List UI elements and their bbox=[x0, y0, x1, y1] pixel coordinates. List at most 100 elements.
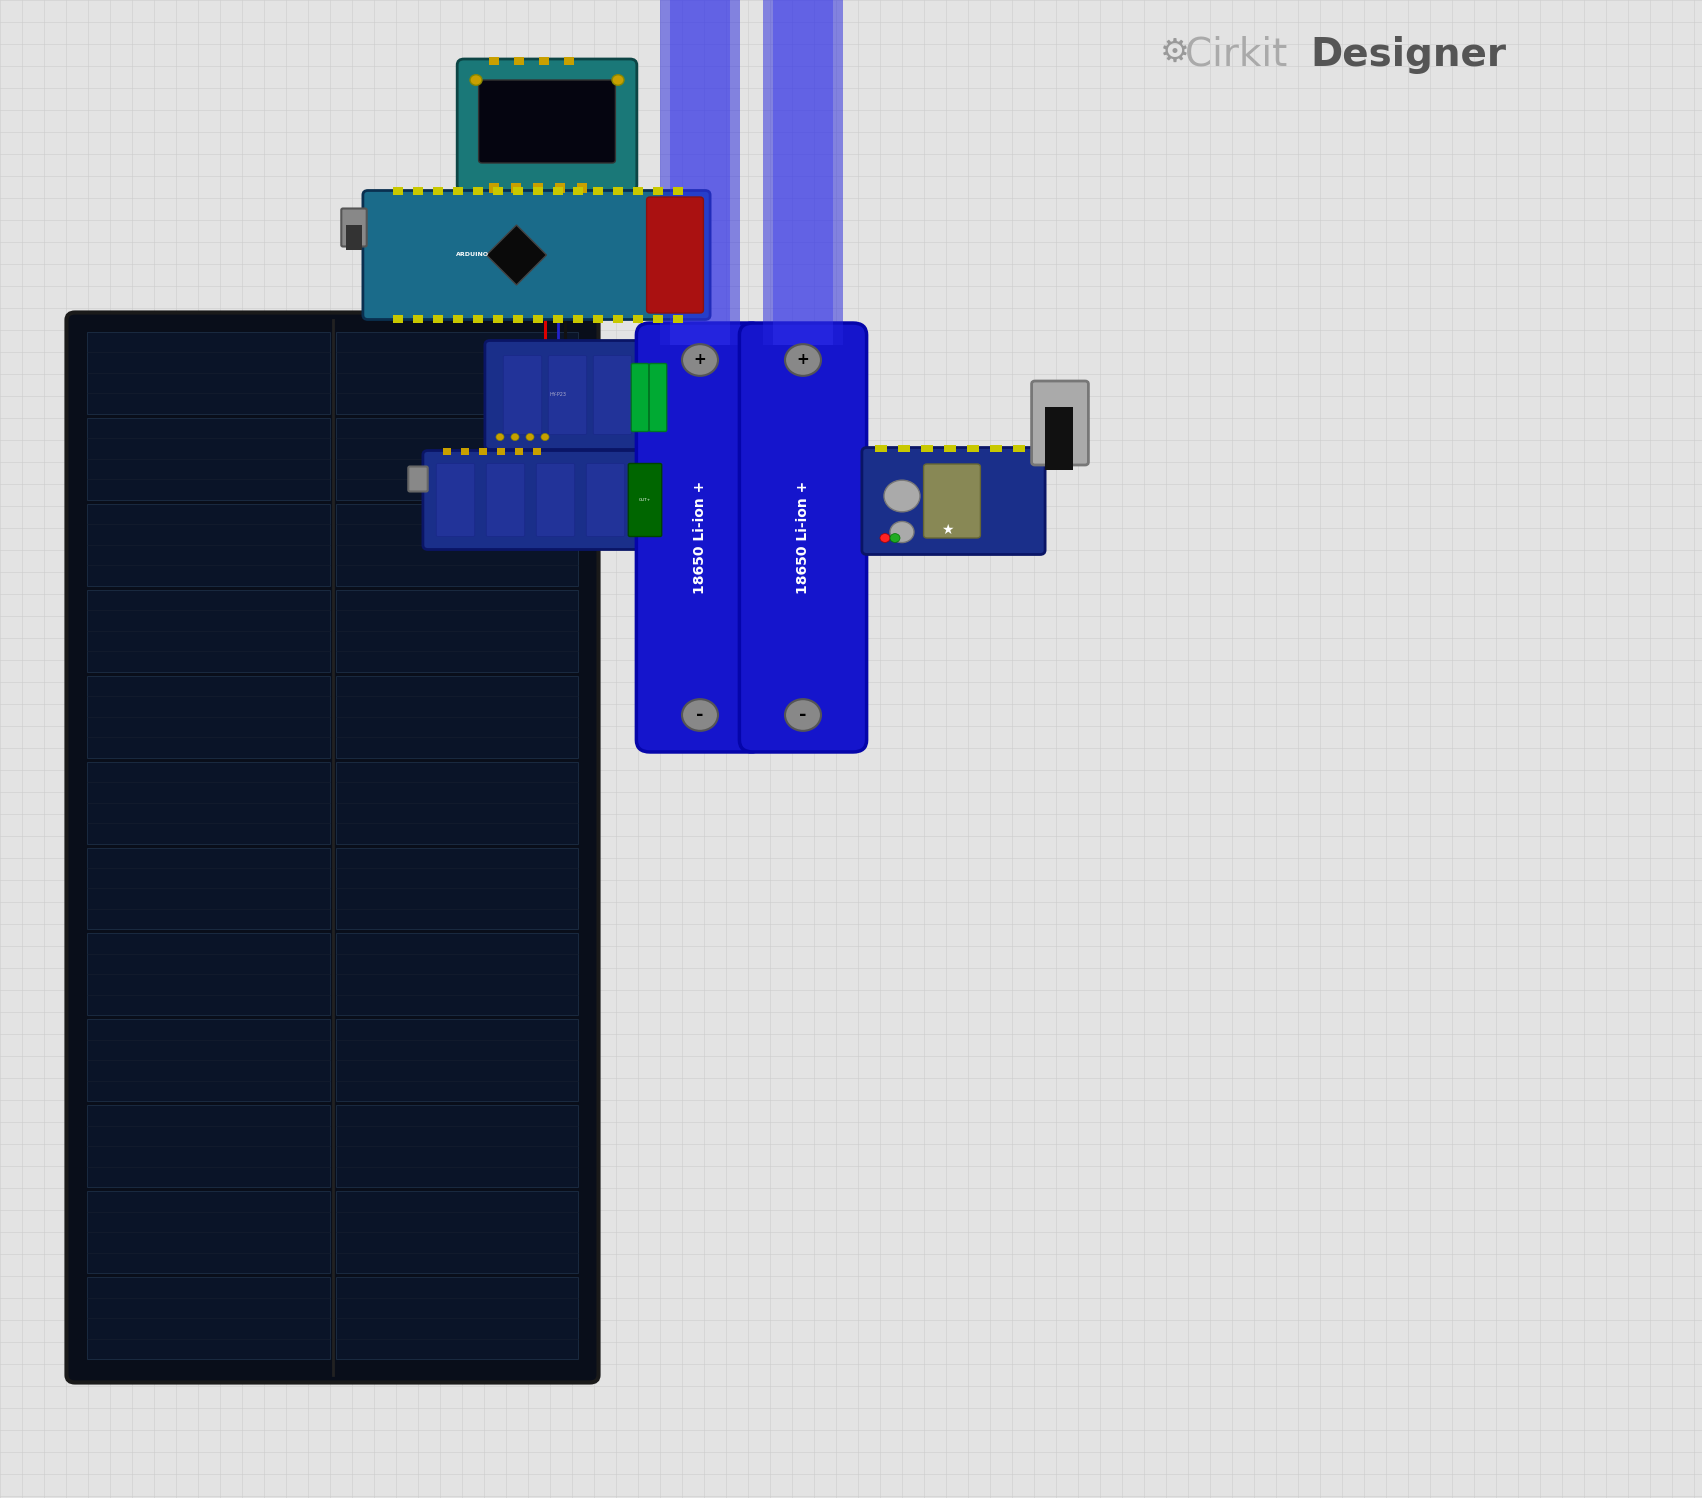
Circle shape bbox=[470, 75, 482, 85]
Bar bbox=[393, 187, 403, 195]
Bar bbox=[453, 315, 463, 324]
Text: 18650 Li-ion +: 18650 Li-ion + bbox=[797, 481, 810, 595]
FancyBboxPatch shape bbox=[548, 355, 587, 434]
Bar bbox=[540, 57, 550, 64]
Bar bbox=[488, 183, 499, 193]
Bar bbox=[899, 445, 911, 452]
Bar bbox=[533, 448, 541, 455]
Bar bbox=[660, 0, 740, 345]
Circle shape bbox=[890, 521, 914, 542]
Bar bbox=[335, 333, 579, 413]
FancyBboxPatch shape bbox=[861, 448, 1045, 554]
FancyBboxPatch shape bbox=[485, 340, 671, 449]
Bar bbox=[461, 448, 470, 455]
Bar bbox=[592, 315, 603, 324]
Bar bbox=[577, 183, 587, 193]
Bar bbox=[87, 1278, 330, 1359]
FancyBboxPatch shape bbox=[422, 451, 671, 550]
Text: ARDUINO: ARDUINO bbox=[456, 253, 490, 258]
Bar bbox=[654, 187, 664, 195]
Bar bbox=[453, 187, 463, 195]
Bar bbox=[87, 503, 330, 586]
Bar bbox=[574, 187, 584, 195]
Bar bbox=[335, 590, 579, 671]
Text: Designer: Designer bbox=[1311, 36, 1506, 73]
FancyBboxPatch shape bbox=[594, 355, 631, 434]
Text: HY-P23: HY-P23 bbox=[550, 392, 567, 397]
Bar bbox=[87, 848, 330, 929]
Bar bbox=[494, 187, 504, 195]
Bar bbox=[512, 315, 523, 324]
Bar bbox=[516, 448, 523, 455]
FancyBboxPatch shape bbox=[631, 364, 648, 431]
Bar bbox=[335, 676, 579, 758]
Bar bbox=[87, 1191, 330, 1273]
Bar bbox=[633, 315, 643, 324]
FancyBboxPatch shape bbox=[436, 463, 475, 536]
Bar bbox=[393, 315, 403, 324]
FancyBboxPatch shape bbox=[628, 463, 662, 536]
Bar bbox=[762, 0, 842, 345]
Bar bbox=[654, 315, 664, 324]
Bar bbox=[432, 315, 443, 324]
Bar bbox=[633, 187, 643, 195]
Polygon shape bbox=[487, 225, 546, 285]
Circle shape bbox=[683, 345, 718, 376]
Circle shape bbox=[785, 345, 820, 376]
Bar bbox=[613, 315, 623, 324]
Text: +: + bbox=[694, 352, 706, 367]
Text: Cirkit: Cirkit bbox=[1185, 36, 1300, 73]
Bar bbox=[533, 183, 543, 193]
Bar bbox=[335, 503, 579, 586]
Bar bbox=[87, 333, 330, 413]
Text: ★: ★ bbox=[941, 523, 953, 536]
FancyBboxPatch shape bbox=[536, 463, 575, 536]
Bar bbox=[773, 0, 832, 345]
Text: 18650 Li-ion +: 18650 Li-ion + bbox=[693, 481, 706, 595]
FancyBboxPatch shape bbox=[363, 190, 710, 319]
Bar bbox=[555, 183, 565, 193]
Circle shape bbox=[511, 433, 519, 440]
Bar bbox=[991, 445, 1002, 452]
FancyBboxPatch shape bbox=[458, 58, 637, 190]
Bar bbox=[533, 187, 543, 195]
Bar bbox=[335, 761, 579, 843]
Bar bbox=[494, 315, 504, 324]
Circle shape bbox=[890, 533, 900, 542]
Circle shape bbox=[785, 700, 820, 731]
Bar bbox=[335, 1106, 579, 1188]
Bar bbox=[488, 57, 499, 64]
Bar bbox=[592, 187, 603, 195]
Bar bbox=[921, 445, 933, 452]
Bar bbox=[533, 315, 543, 324]
Circle shape bbox=[541, 433, 550, 440]
Text: -: - bbox=[800, 706, 807, 724]
FancyBboxPatch shape bbox=[739, 324, 866, 752]
Bar bbox=[1045, 407, 1072, 470]
Circle shape bbox=[495, 433, 504, 440]
FancyBboxPatch shape bbox=[66, 313, 599, 1383]
Text: ⚙: ⚙ bbox=[1161, 36, 1190, 69]
Bar bbox=[511, 183, 521, 193]
Bar bbox=[553, 315, 563, 324]
Bar bbox=[432, 187, 443, 195]
Bar bbox=[1013, 445, 1025, 452]
Bar bbox=[672, 315, 683, 324]
Bar bbox=[87, 1019, 330, 1101]
Bar bbox=[497, 448, 505, 455]
Bar bbox=[473, 315, 483, 324]
Bar bbox=[87, 761, 330, 843]
Bar bbox=[335, 1019, 579, 1101]
Bar bbox=[87, 1106, 330, 1188]
FancyBboxPatch shape bbox=[504, 355, 541, 434]
Text: -: - bbox=[696, 706, 703, 724]
Bar bbox=[443, 448, 451, 455]
Bar bbox=[553, 187, 563, 195]
Bar bbox=[967, 445, 979, 452]
Bar bbox=[945, 445, 957, 452]
Bar bbox=[335, 1191, 579, 1273]
Bar bbox=[574, 315, 584, 324]
FancyBboxPatch shape bbox=[924, 464, 980, 538]
Bar bbox=[87, 590, 330, 671]
Bar bbox=[414, 187, 424, 195]
